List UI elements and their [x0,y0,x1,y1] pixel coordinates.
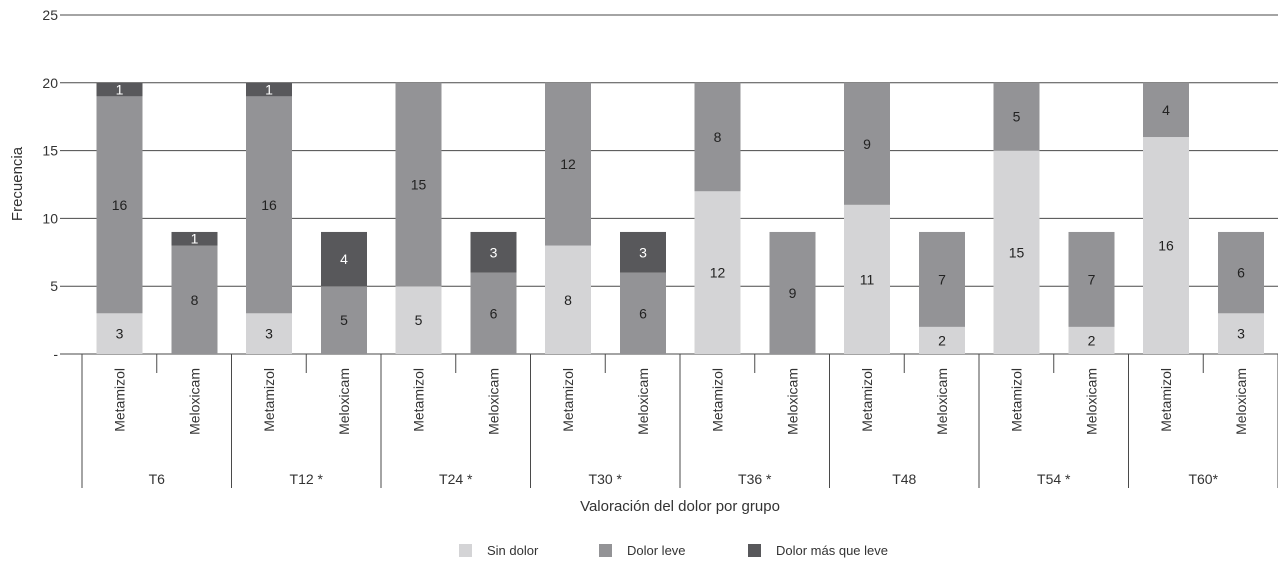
bar-value-label: 5 [415,312,423,328]
bar-value-label: 9 [863,136,871,152]
x-tick-label: Metamizol [1158,368,1174,432]
y-tick-label: - [53,346,58,362]
bar-value-label: 3 [1237,326,1245,342]
x-tick-label: Metamizol [859,368,875,432]
legend-swatch [599,544,612,557]
bar-value-label: 12 [710,265,726,281]
x-tick-label: Metamizol [411,368,427,432]
group-label: T54 * [1037,471,1071,487]
x-tick-label: Meloxicam [635,368,651,435]
bar-value-label: 1 [265,82,273,98]
bar-value-label: 15 [1009,244,1025,260]
group-label: T48 [892,471,916,487]
x-tick-label: Metamizol [560,368,576,432]
legend: Sin dolor Dolor leve Dolor más que leve [459,543,888,558]
bar-value-label: 6 [1237,265,1245,281]
bar-value-label: 7 [1088,271,1096,287]
group-label: T36 * [738,471,772,487]
group-label: T60* [1188,471,1218,487]
bar-value-label: 8 [191,292,199,308]
bar-value-label: 5 [340,312,348,328]
bar-value-label: 6 [490,305,498,321]
bar-value-label: 8 [564,292,572,308]
bar-value-label: 3 [639,244,647,260]
x-tick-label: Meloxicam [785,368,801,435]
x-tick-label: Meloxicam [336,368,352,435]
group-label: T12 * [290,471,324,487]
x-axis-title: Valoración del dolor por grupo [580,498,780,515]
bar-value-label: 11 [860,271,875,287]
y-tick-label: 5 [50,278,58,294]
x-tick-label: Meloxicam [934,368,950,435]
y-tick-label: 25 [42,7,58,23]
legend-label: Dolor leve [627,543,686,558]
group-label: T30 * [589,471,623,487]
bar-value-label: 9 [789,285,797,301]
x-tick-label: Meloxicam [486,368,502,435]
bar-value-label: 3 [116,326,124,342]
y-tick-label: 15 [42,143,58,159]
legend-label: Dolor más que leve [776,543,888,558]
x-tick-label: Meloxicam [1233,368,1249,435]
bar-value-label: 4 [1162,102,1170,118]
bar-value-label: 2 [938,332,946,348]
group-label: T24 * [439,471,473,487]
y-tick-label: 10 [42,210,58,226]
bar-value-label: 8 [714,129,722,145]
bar-value-label: 3 [490,244,498,260]
bar-value-label: 16 [261,197,277,213]
bar-value-label: 6 [639,305,647,321]
bar-value-label: 15 [411,177,427,193]
group-label: T6 [149,471,166,487]
bar-value-label: 1 [116,82,124,98]
bar-value-label: 4 [340,251,348,267]
bar-value-label: 2 [1088,332,1096,348]
y-axis-title: Frecuencia [9,146,26,221]
x-tick-label: Meloxicam [1084,368,1100,435]
bar-value-label: 16 [112,197,128,213]
x-tick-label: Metamizol [112,368,128,432]
bar-value-label: 3 [265,326,273,342]
x-tick-label: Metamizol [710,368,726,432]
legend-swatch [459,544,472,557]
bar-value-label: 16 [1158,238,1174,254]
x-tick-label: Metamizol [261,368,277,432]
bars: 3161813161545156381263128911927155271643… [97,82,1265,354]
y-tick-label: 20 [42,75,58,91]
x-tick-label: Metamizol [1009,368,1025,432]
y-tick-labels: - 5 10 15 20 25 [42,7,58,362]
legend-label: Sin dolor [487,543,539,558]
bar-value-label: 5 [1013,109,1021,125]
x-tick-label: Meloxicam [187,368,203,435]
bar-value-label: 12 [560,156,576,172]
legend-swatch [748,544,761,557]
bar-value-label: 7 [938,271,946,287]
bar-value-label: 1 [191,231,199,247]
